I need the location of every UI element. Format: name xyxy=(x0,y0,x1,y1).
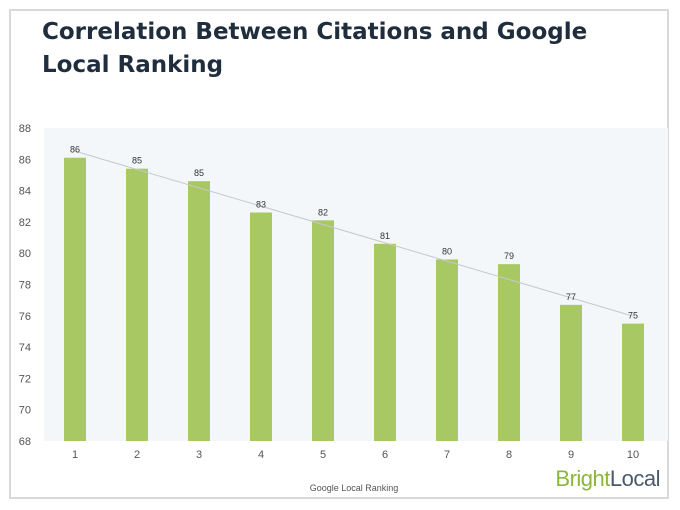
data-label: 79 xyxy=(504,251,514,261)
bar xyxy=(312,220,334,441)
bar xyxy=(188,181,210,441)
logo-part-local: Local xyxy=(609,466,661,491)
data-label: 83 xyxy=(256,200,266,210)
x-tick-label: 3 xyxy=(196,449,202,461)
bar xyxy=(64,157,86,442)
data-label: 77 xyxy=(566,292,576,302)
bar xyxy=(250,212,272,441)
bar-series xyxy=(64,157,644,442)
bar xyxy=(374,243,396,441)
data-label: 81 xyxy=(380,231,390,241)
brightlocal-logo: BrightLocal xyxy=(555,466,660,492)
x-axis: 1 2 3 4 5 6 7 8 9 10 xyxy=(72,449,639,461)
trendline xyxy=(74,150,634,317)
data-label: 85 xyxy=(194,168,204,178)
y-tick-label: 74 xyxy=(19,342,31,354)
y-tick-label: 80 xyxy=(19,248,31,260)
x-tick-label: 5 xyxy=(320,449,326,461)
y-axis: 68 70 72 74 76 78 80 82 84 86 88 xyxy=(19,123,31,448)
x-tick-label: 4 xyxy=(258,449,264,461)
x-axis-title: Google Local Ranking xyxy=(310,483,399,493)
data-label: 75 xyxy=(628,311,638,321)
x-tick-label: 1 xyxy=(72,449,78,461)
data-label: 86 xyxy=(70,145,80,155)
x-tick-label: 9 xyxy=(568,449,574,461)
y-tick-label: 78 xyxy=(19,280,31,292)
x-tick-label: 7 xyxy=(444,449,450,461)
y-tick-label: 88 xyxy=(19,123,31,135)
x-tick-label: 2 xyxy=(134,449,140,461)
y-tick-label: 68 xyxy=(19,436,31,448)
y-tick-label: 70 xyxy=(19,405,31,417)
bar xyxy=(126,168,148,441)
bar xyxy=(436,259,458,441)
data-label: 85 xyxy=(132,156,142,166)
data-labels: 86 85 85 83 82 81 80 79 77 75 xyxy=(70,145,638,321)
data-label: 80 xyxy=(442,246,452,256)
data-label: 82 xyxy=(318,207,328,217)
x-tick-label: 10 xyxy=(627,449,639,461)
x-tick-label: 6 xyxy=(382,449,388,461)
y-tick-label: 84 xyxy=(19,186,31,198)
bar xyxy=(498,264,520,441)
bar xyxy=(560,304,582,441)
y-tick-label: 76 xyxy=(19,311,31,323)
bar xyxy=(622,323,644,441)
x-tick-label: 8 xyxy=(506,449,512,461)
y-tick-label: 86 xyxy=(19,154,31,166)
y-tick-label: 82 xyxy=(19,217,31,229)
chart-title: Correlation Between Citations and Google… xyxy=(42,19,588,78)
logo-part-bright: Bright xyxy=(555,466,610,491)
y-tick-label: 72 xyxy=(19,373,31,385)
